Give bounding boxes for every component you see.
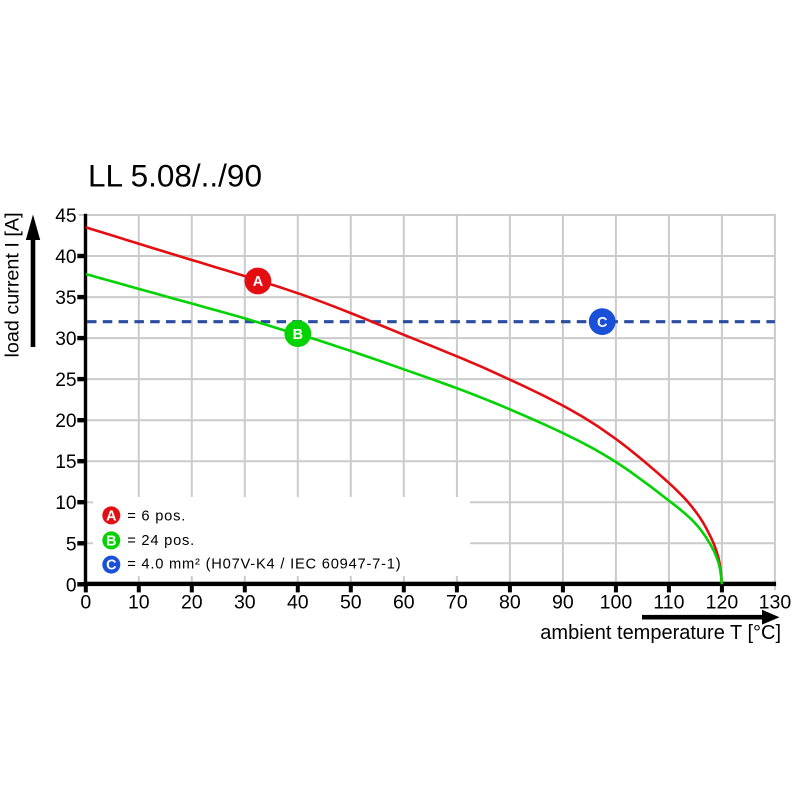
svg-text:load current I [A]: load current I [A] [2, 212, 24, 357]
svg-text:= 6 pos.: = 6 pos. [127, 508, 186, 524]
svg-text:= 4.0 mm² (H07V-K4 / IEC 60947: = 4.0 mm² (H07V-K4 / IEC 60947-7-1) [127, 556, 401, 572]
svg-text:30: 30 [55, 329, 76, 350]
svg-text:= 24 pos.: = 24 pos. [127, 533, 195, 549]
svg-text:25: 25 [55, 370, 76, 391]
svg-text:B: B [293, 327, 303, 343]
svg-text:0: 0 [66, 575, 77, 596]
svg-text:100: 100 [600, 592, 633, 614]
svg-text:20: 20 [181, 592, 203, 614]
svg-text:60: 60 [393, 592, 415, 614]
svg-text:A: A [253, 274, 264, 290]
svg-text:120: 120 [706, 592, 739, 614]
svg-text:80: 80 [499, 592, 521, 614]
svg-text:B: B [106, 533, 116, 549]
svg-text:70: 70 [446, 592, 468, 614]
svg-text:50: 50 [340, 592, 362, 614]
svg-text:ambient temperature T [°C]: ambient temperature T [°C] [540, 622, 781, 644]
svg-text:0: 0 [80, 592, 91, 614]
svg-text:110: 110 [653, 592, 684, 614]
svg-text:C: C [106, 558, 116, 574]
svg-text:45: 45 [55, 206, 76, 227]
svg-text:90: 90 [552, 592, 574, 614]
svg-text:LL 5.08/../90: LL 5.08/../90 [88, 158, 262, 194]
svg-text:C: C [597, 315, 607, 331]
svg-text:5: 5 [66, 534, 77, 555]
svg-text:10: 10 [55, 493, 76, 514]
svg-text:30: 30 [234, 592, 256, 614]
svg-text:A: A [106, 508, 117, 524]
svg-text:20: 20 [55, 411, 76, 432]
svg-text:10: 10 [128, 592, 150, 614]
svg-text:40: 40 [287, 592, 309, 614]
svg-text:35: 35 [55, 288, 76, 309]
svg-text:40: 40 [55, 247, 76, 268]
svg-text:15: 15 [55, 452, 76, 473]
svg-text:130: 130 [759, 592, 792, 614]
